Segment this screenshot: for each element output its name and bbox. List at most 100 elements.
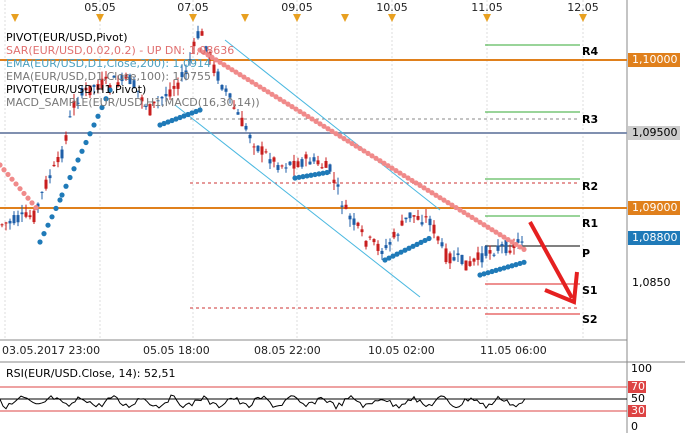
sar-dot: [409, 177, 415, 184]
sar-dot: [361, 148, 367, 154]
rsi-level-label: 30: [631, 404, 645, 417]
sar-dot: [308, 172, 314, 178]
pivot-label: R1: [582, 217, 598, 230]
candle-body: [196, 31, 200, 39]
sar-dot: [165, 119, 171, 125]
sar-dot: [37, 239, 43, 245]
sar-dot: [185, 111, 191, 118]
candle-body: [368, 236, 372, 238]
candle-body: [236, 112, 240, 115]
candle-body: [284, 167, 288, 169]
sar-dot: [394, 251, 400, 257]
sar-dot: [509, 239, 515, 245]
candle-body: [360, 229, 364, 233]
pivot-label: P: [582, 247, 590, 260]
candle-body: [112, 75, 116, 78]
candle-body: [12, 215, 16, 224]
legend-entry: PIVOT(EUR/USD,H1,Pivot): [6, 83, 146, 96]
candle-body: [16, 215, 20, 223]
sar-dot: [349, 140, 355, 147]
candle-body: [280, 165, 284, 167]
candle-body: [388, 242, 392, 245]
price-label: 1,09500: [632, 126, 678, 139]
sar-dot: [521, 246, 527, 252]
sar-dot: [285, 101, 291, 107]
session-marker: [341, 14, 349, 22]
sar-dot: [316, 171, 322, 177]
sar-dot: [281, 99, 287, 105]
candle-body: [288, 161, 292, 165]
sar-dot: [377, 158, 383, 164]
sar-dot: [317, 121, 323, 127]
candle-body: [256, 145, 260, 152]
candle-body: [200, 31, 204, 36]
candle-body: [444, 248, 448, 263]
candle-body: [424, 216, 428, 218]
candle-body: [428, 218, 432, 226]
sar-dot: [95, 113, 101, 119]
sar-dot: [17, 186, 23, 192]
sar-dot: [517, 244, 523, 250]
sar-dot: [63, 183, 69, 189]
candle-body: [500, 244, 504, 247]
candle-body: [0, 224, 4, 226]
sar-dot: [253, 81, 259, 88]
sar-dot: [49, 214, 55, 220]
sar-dot: [481, 271, 487, 277]
candle-body: [436, 236, 440, 241]
sar-dot: [289, 104, 295, 110]
candle-body: [96, 83, 100, 90]
candle-body: [160, 96, 164, 99]
candle-body: [76, 102, 80, 104]
sar-dot: [337, 133, 343, 139]
sar-dot: [25, 195, 31, 201]
sar-dot: [41, 231, 47, 237]
sar-dot: [333, 131, 339, 137]
sar-dot: [189, 110, 195, 116]
sar-dot: [414, 241, 420, 247]
pivot-label: S1: [582, 284, 598, 297]
candle-body: [88, 85, 92, 96]
sar-dot: [397, 170, 403, 176]
sar-dot: [103, 96, 109, 102]
sar-dot: [405, 175, 411, 181]
sar-dot: [425, 187, 431, 193]
sar-dot: [305, 113, 311, 120]
session-marker: [11, 14, 19, 22]
candle-body: [364, 240, 368, 247]
price-box: [628, 201, 680, 215]
sar-dot: [321, 123, 327, 129]
sar-dot: [177, 114, 183, 121]
candle-body: [276, 165, 280, 170]
candle-body: [228, 93, 232, 98]
time-label: 05.05 18:00: [143, 344, 210, 357]
sar-dot: [245, 76, 251, 83]
candle-body: [348, 215, 352, 220]
sar-dot: [493, 229, 499, 235]
candle-body: [140, 97, 144, 102]
candle-body: [100, 78, 104, 89]
sar-dot: [173, 116, 179, 122]
sar-dot: [309, 116, 315, 122]
sar-dot: [193, 108, 199, 115]
sar-dot: [249, 79, 255, 85]
price-label: 1,08800: [632, 231, 678, 244]
candle-body: [328, 164, 332, 172]
candle-body: [172, 85, 176, 89]
candle-body: [220, 84, 224, 90]
sar-dot: [277, 96, 283, 102]
sar-dot: [406, 245, 412, 251]
sar-dot: [67, 174, 73, 181]
candle-body: [484, 246, 488, 256]
top-date: 12.05: [567, 1, 599, 14]
sar-dot: [489, 268, 495, 275]
sar-dot: [402, 247, 408, 253]
sar-dot: [497, 266, 503, 272]
sar-dot: [418, 239, 424, 245]
candle-body: [412, 215, 416, 217]
candle-body: [48, 175, 52, 179]
rsi-level-label: 50: [631, 392, 645, 405]
sar-dot: [422, 237, 428, 244]
price-box: [628, 126, 680, 140]
sar-dot: [45, 222, 51, 228]
